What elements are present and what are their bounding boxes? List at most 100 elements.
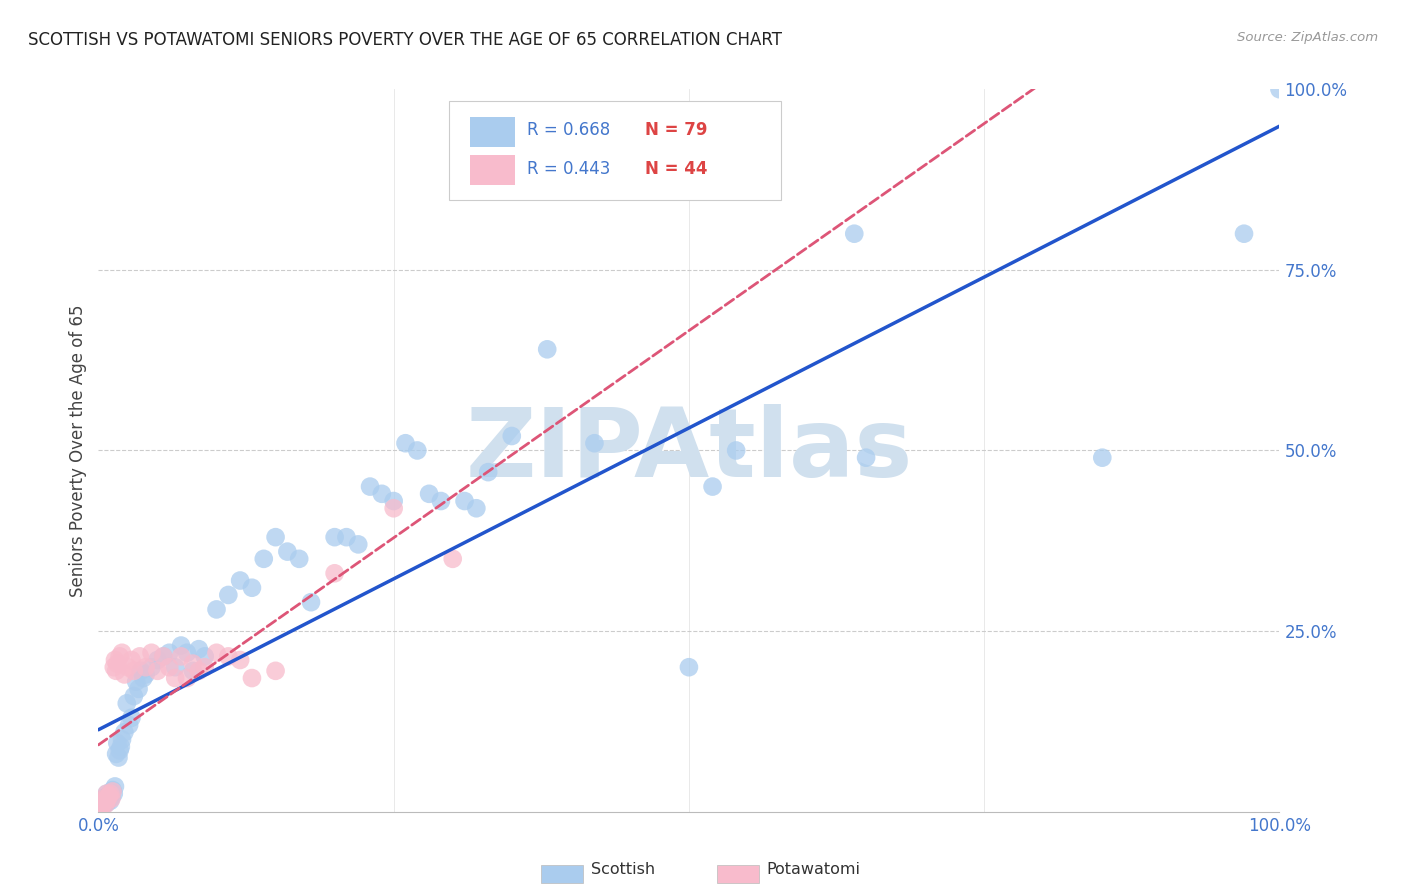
Point [465, 501, 488, 516]
Point [264, 530, 287, 544]
Point [359, 480, 381, 494]
Point [90, 801, 112, 815]
Point [176, 671, 198, 685]
Point [98, 787, 121, 801]
Point [187, 642, 209, 657]
Point [97, 790, 120, 805]
Text: N = 79: N = 79 [645, 121, 707, 139]
Point [91, 794, 114, 808]
Point [146, 664, 169, 678]
Point [323, 566, 346, 581]
Point [152, 649, 174, 664]
Point [194, 660, 217, 674]
Point [98, 794, 121, 808]
Point [93, 794, 115, 808]
Point [98, 787, 121, 801]
Point [441, 551, 464, 566]
Point [1268, 82, 1291, 96]
Point [94, 797, 117, 812]
Point [141, 660, 163, 674]
Point [725, 443, 748, 458]
Point [96, 794, 118, 808]
Point [128, 681, 150, 696]
Point [91, 797, 114, 812]
Point [229, 574, 252, 588]
Point [187, 664, 209, 678]
Point [157, 660, 180, 674]
Point [105, 736, 128, 750]
FancyBboxPatch shape [449, 102, 782, 200]
Point [1091, 450, 1114, 465]
Point [141, 646, 163, 660]
Point [104, 780, 127, 794]
Point [91, 799, 114, 814]
Point [93, 791, 115, 805]
Point [406, 443, 429, 458]
Text: Potawatomi: Potawatomi [766, 863, 860, 877]
Point [371, 487, 394, 501]
Point [1233, 227, 1256, 241]
Point [394, 436, 416, 450]
Text: SCOTTISH VS POTAWATOMI SENIORS POVERTY OVER THE AGE OF 65 CORRELATION CHART: SCOTTISH VS POTAWATOMI SENIORS POVERTY O… [28, 31, 782, 49]
Point [111, 646, 134, 660]
Point [91, 799, 114, 814]
Point [132, 671, 155, 685]
Point [96, 796, 118, 810]
Point [536, 343, 558, 357]
Point [108, 743, 131, 757]
Point [103, 787, 125, 801]
Point [94, 794, 117, 808]
Point [240, 671, 263, 685]
Point [115, 696, 138, 710]
Point [288, 551, 311, 566]
Point [91, 796, 114, 810]
Point [418, 487, 440, 501]
Point [855, 450, 877, 465]
Point [100, 791, 122, 805]
Point [97, 790, 120, 805]
Point [335, 530, 357, 544]
Point [165, 671, 187, 685]
Point [128, 649, 150, 664]
Point [170, 649, 193, 664]
Point [91, 796, 114, 810]
Point [152, 649, 174, 664]
Point [135, 660, 157, 674]
Point [96, 787, 118, 801]
Bar [471, 117, 516, 147]
Point [97, 789, 120, 803]
Point [583, 436, 606, 450]
Point [430, 494, 453, 508]
Point [118, 718, 141, 732]
Point [217, 588, 239, 602]
Point [170, 639, 193, 653]
Point [264, 664, 287, 678]
Point [453, 494, 475, 508]
Point [122, 689, 145, 703]
Point [382, 501, 405, 516]
Point [108, 649, 131, 664]
Point [702, 480, 724, 494]
Point [107, 750, 129, 764]
Point [205, 602, 228, 616]
Point [240, 581, 263, 595]
Y-axis label: Seniors Poverty Over the Age of 65: Seniors Poverty Over the Age of 65 [69, 304, 87, 597]
Text: Scottish: Scottish [591, 863, 655, 877]
Text: N = 44: N = 44 [645, 161, 707, 178]
Point [94, 790, 117, 805]
Point [205, 646, 228, 660]
Point [276, 544, 298, 558]
Point [165, 660, 187, 674]
Point [98, 789, 121, 803]
Point [101, 783, 124, 797]
Point [91, 797, 114, 812]
Point [181, 664, 204, 678]
Point [112, 667, 135, 681]
Point [98, 791, 121, 805]
Text: ZIPAtlas: ZIPAtlas [465, 404, 912, 497]
Point [105, 657, 128, 671]
Point [93, 791, 115, 805]
Point [382, 494, 405, 508]
Point [253, 551, 276, 566]
Point [678, 660, 700, 674]
